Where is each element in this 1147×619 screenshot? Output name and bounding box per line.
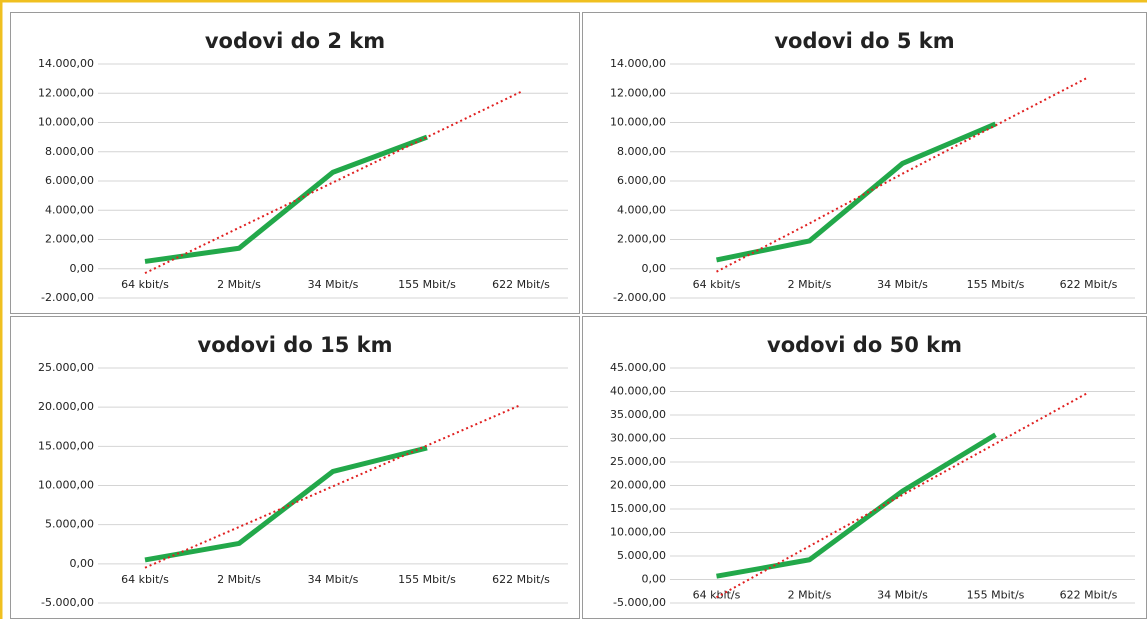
chart-panel: vodovi do 50 km -5.000,00 0,00 5.000,00 10.0… <box>582 316 1147 619</box>
y-tick-label: 0,00 <box>70 262 95 275</box>
chart-title: vodovi do 5 km <box>774 29 954 53</box>
data-line <box>715 121 997 263</box>
y-tick-label: 12.000,00 <box>610 86 666 99</box>
y-tick-label: 0,00 <box>642 573 667 586</box>
chart-panel: vodovi do 15 km -5.000,00 0,00 5.000,00 10.0… <box>10 316 580 619</box>
y-tick-label: 4.000,00 <box>45 203 94 216</box>
x-tick-label: 155 Mbit/s <box>967 589 1025 602</box>
panel-border <box>10 316 580 619</box>
x-tick-label: 64 kbit/s <box>693 589 741 602</box>
y-tick-label: 6.000,00 <box>617 174 666 187</box>
y-tick-label: 4.000,00 <box>617 203 666 216</box>
y-tick-label: 14.000,00 <box>610 57 666 70</box>
y-tick-label: 15.000,00 <box>38 439 94 452</box>
y-tick-label: 40.000,00 <box>610 385 666 398</box>
panel-border <box>10 12 580 314</box>
trend-line <box>144 403 522 569</box>
data-line <box>144 134 428 264</box>
x-tick-label: 622 Mbit/s <box>492 573 550 586</box>
x-tick-label: 622 Mbit/s <box>492 278 550 291</box>
y-tick-label: 15.000,00 <box>610 502 666 515</box>
chart-title: vodovi do 50 km <box>767 333 962 357</box>
y-tick-label: 8.000,00 <box>45 145 94 158</box>
x-tick-label: 34 Mbit/s <box>308 573 359 586</box>
chart-panel: vodovi do 5 km -2.000,00 0,00 2.000,00 4.000… <box>582 12 1147 314</box>
x-tick-label: 155 Mbit/s <box>967 278 1025 291</box>
y-tick-label: 45.000,00 <box>610 361 666 374</box>
y-tick-label: 20.000,00 <box>38 400 94 413</box>
y-tick-label: 25.000,00 <box>610 455 666 468</box>
x-tick-label: 155 Mbit/s <box>398 278 456 291</box>
x-tick-label: 155 Mbit/s <box>398 573 456 586</box>
x-tick-label: 34 Mbit/s <box>308 278 359 291</box>
chart-title: vodovi do 2 km <box>205 29 385 53</box>
panel-border <box>582 316 1147 619</box>
y-tick-label: 10.000,00 <box>38 479 94 492</box>
y-tick-label: -2.000,00 <box>41 291 94 304</box>
x-tick-label: 2 Mbit/s <box>788 278 832 291</box>
x-tick-label: 64 kbit/s <box>121 278 169 291</box>
x-tick-label: 622 Mbit/s <box>1060 589 1118 602</box>
trend-line <box>716 391 1089 599</box>
x-tick-label: 2 Mbit/s <box>788 589 832 602</box>
chart-title: vodovi do 15 km <box>198 333 393 357</box>
chart-panel: vodovi do 2 km -2.000,00 0,00 2.000,00 4.000… <box>10 12 580 314</box>
y-tick-label: 5.000,00 <box>45 518 94 531</box>
y-tick-label: 20.000,00 <box>610 479 666 492</box>
y-tick-label: 12.000,00 <box>38 86 94 99</box>
y-tick-label: 6.000,00 <box>45 174 94 187</box>
x-tick-label: 64 kbit/s <box>121 573 169 586</box>
x-tick-label: 34 Mbit/s <box>877 278 928 291</box>
y-tick-label: 14.000,00 <box>38 57 94 70</box>
y-tick-label: 10.000,00 <box>38 116 94 129</box>
y-tick-label: 8.000,00 <box>617 145 666 158</box>
y-tick-label: 0,00 <box>70 557 95 570</box>
y-tick-label: 5.000,00 <box>617 549 666 562</box>
y-tick-label: 30.000,00 <box>610 432 666 445</box>
y-tick-label: 2.000,00 <box>45 233 94 246</box>
x-tick-label: 64 kbit/s <box>693 278 741 291</box>
data-line <box>716 432 997 579</box>
trend-line <box>716 76 1089 273</box>
y-tick-label: 10.000,00 <box>610 116 666 129</box>
y-tick-label: 0,00 <box>642 262 667 275</box>
x-tick-label: 2 Mbit/s <box>217 278 261 291</box>
data-line <box>144 445 428 563</box>
x-tick-label: 2 Mbit/s <box>217 573 261 586</box>
y-tick-label: -5.000,00 <box>41 596 94 609</box>
x-tick-label: 34 Mbit/s <box>877 589 928 602</box>
y-tick-label: 25.000,00 <box>38 361 94 374</box>
y-tick-label: 35.000,00 <box>610 408 666 421</box>
x-tick-label: 622 Mbit/s <box>1060 278 1118 291</box>
y-tick-label: -5.000,00 <box>613 596 666 609</box>
y-tick-label: 10.000,00 <box>610 526 666 539</box>
y-tick-label: 2.000,00 <box>617 233 666 246</box>
y-tick-label: -2.000,00 <box>613 291 666 304</box>
